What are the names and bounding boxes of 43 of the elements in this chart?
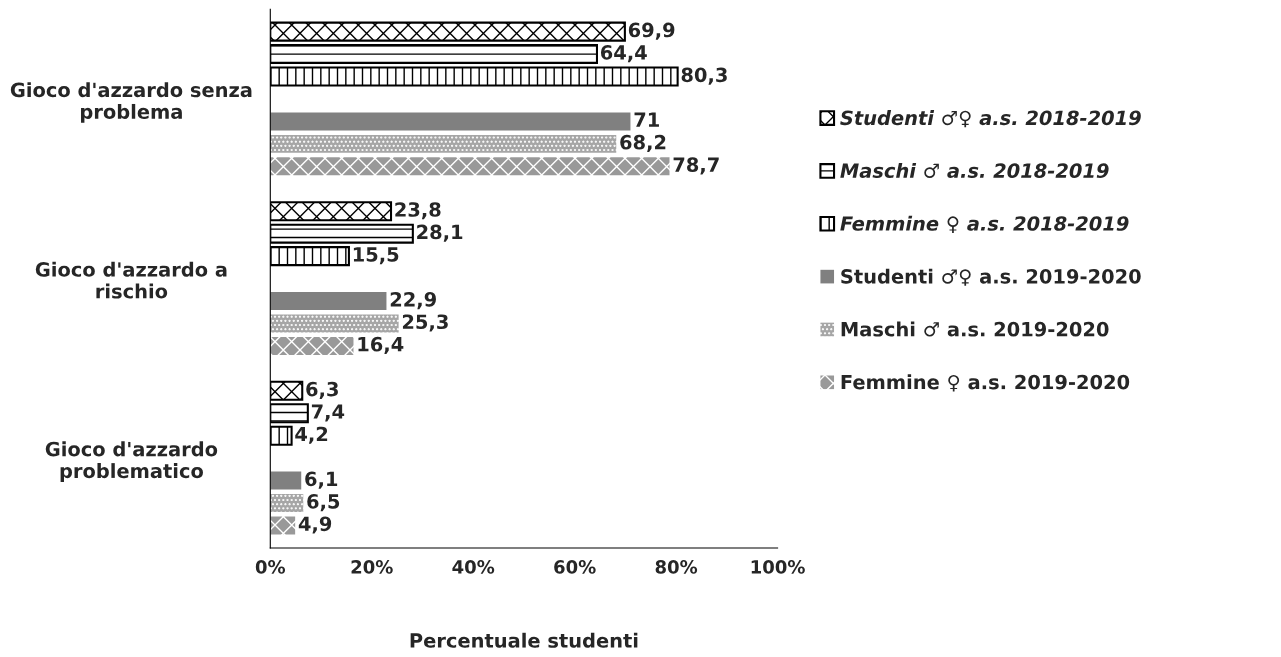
x-tick-label: 60% (554, 560, 596, 574)
data-label: 4,9 (298, 516, 332, 534)
data-label: 6,3 (306, 381, 338, 399)
data-label: 22,9 (390, 291, 436, 310)
bar (270, 314, 399, 333)
bar (270, 471, 302, 490)
x-axis-title: Percentuale studenti (410, 632, 638, 648)
legend-label: Maschi ♂ a.s. 2019-2020 (841, 321, 1109, 337)
data-label: 69,9 (628, 22, 675, 40)
data-label: 6,5 (307, 494, 340, 512)
data-label: 16,4 (358, 336, 404, 355)
bar (270, 112, 631, 131)
data-label: 25,3 (402, 314, 448, 332)
bar (270, 157, 670, 176)
x-tick-label: 20% (351, 560, 393, 574)
x-tick-label: 0% (255, 560, 286, 574)
bar (270, 336, 354, 355)
legend-label: Femmine ♀ a.s. 2018-2019 (840, 215, 1129, 234)
data-label: 4,2 (295, 426, 328, 444)
bar (270, 134, 617, 153)
legend-label: Studenti ♂♀ a.s. 2019-2020 (841, 268, 1141, 286)
data-label: 80,3 (681, 67, 727, 85)
data-label: 71 (634, 112, 659, 127)
y-tick-label: Gioco d'azzardo senza problema (10, 82, 252, 123)
data-label: 68,2 (620, 134, 666, 153)
y-tick-label: Gioco d'azzardo problematico (45, 441, 218, 482)
legend-label: Femmine ♀ a.s. 2019-2020 (841, 374, 1130, 392)
x-tick-label: 80% (655, 560, 698, 574)
data-label: 78,7 (673, 157, 719, 175)
x-tick-label: 100% (751, 560, 805, 574)
data-label: 64,4 (600, 45, 647, 63)
data-label: 7,4 (311, 404, 345, 422)
x-tick-label: 40% (452, 560, 495, 574)
data-label: 15,5 (353, 247, 399, 265)
bar (270, 494, 304, 513)
bar (270, 292, 387, 310)
bar (270, 516, 296, 535)
y-tick-label: Gioco d'azzardo a rischio (35, 261, 227, 299)
legend-label: Maschi ♂ a.s. 2018-2019 (840, 162, 1109, 179)
legend-label: Studenti ♂♀ a.s. 2018-2019 (840, 110, 1141, 128)
data-label: 23,8 (395, 202, 441, 220)
data-label: 6,1 (305, 471, 338, 489)
data-label: 28,1 (417, 224, 463, 242)
